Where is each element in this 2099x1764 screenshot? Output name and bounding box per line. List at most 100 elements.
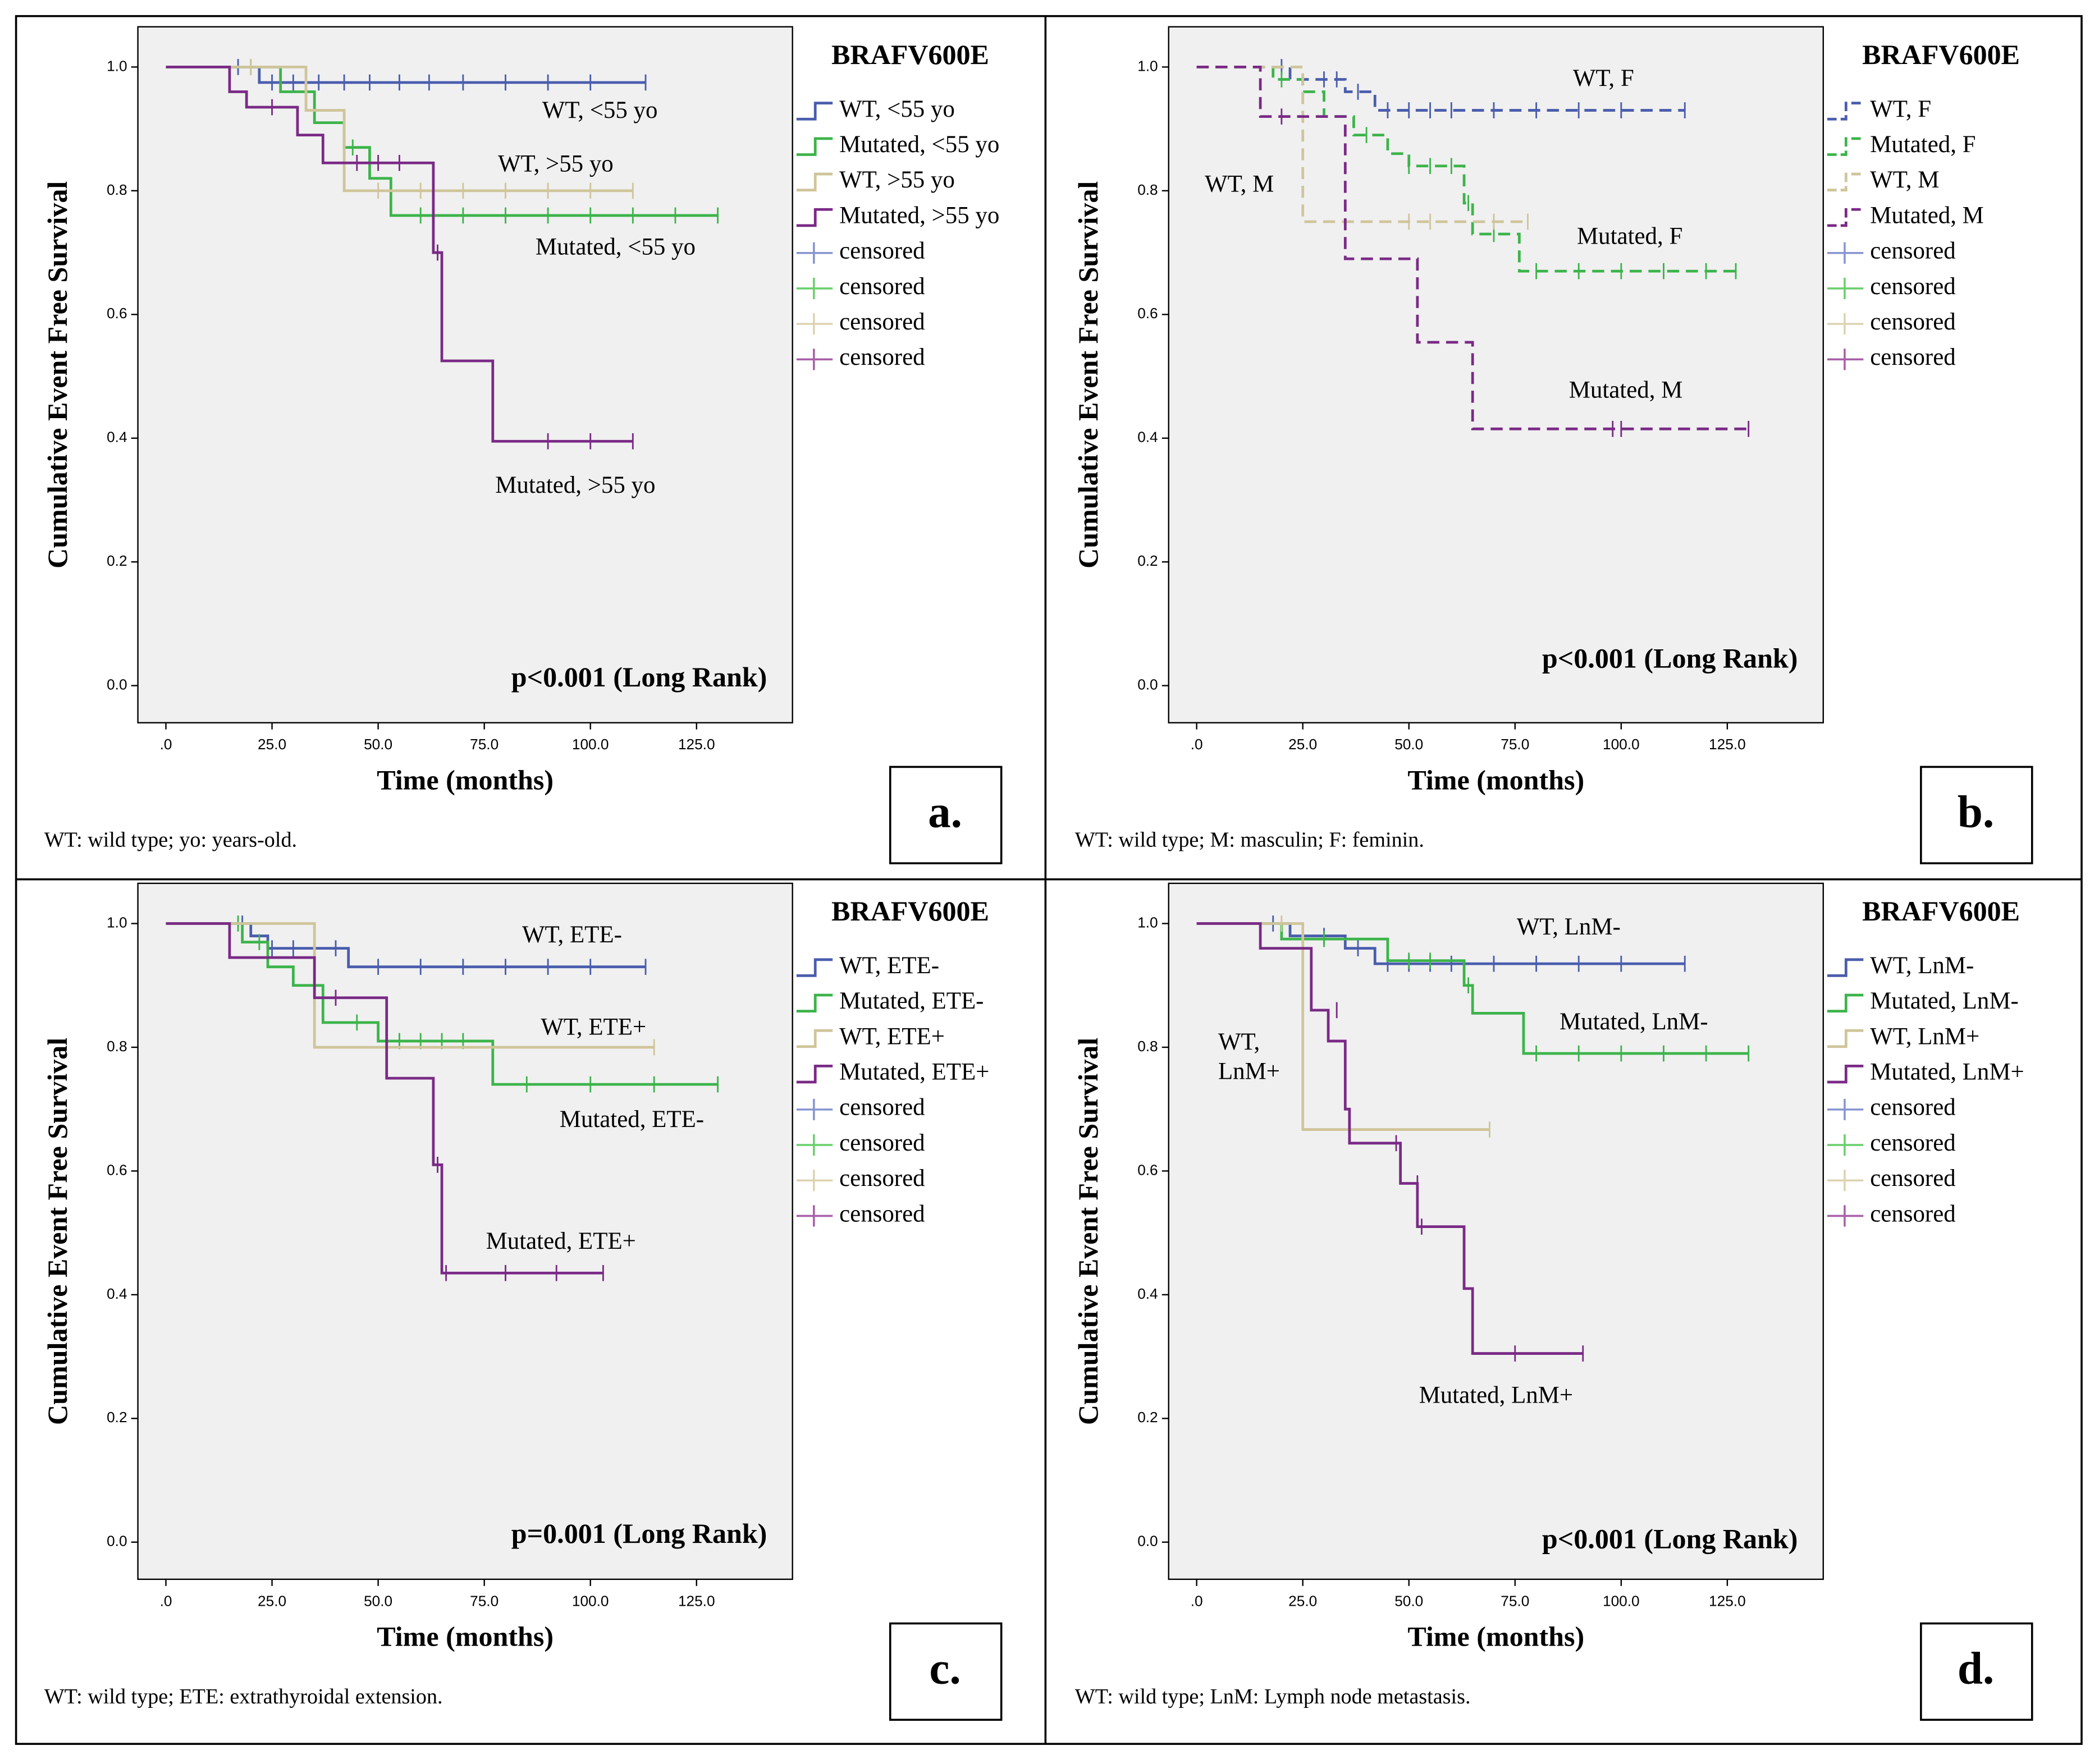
panel-label-box (889, 1622, 1003, 1721)
panel-label-box (1920, 766, 2033, 864)
legend-swatch (796, 958, 833, 977)
legend-swatch (1827, 102, 1864, 121)
plot-area (1168, 882, 1824, 1580)
chart-title: BRAFV600E (1862, 39, 2020, 70)
legend-swatch (1827, 993, 1864, 1012)
legend-label: censored (839, 238, 925, 264)
survival-line (1196, 66, 1685, 112)
legend-swatch (796, 993, 833, 1012)
legend-label: WT, M (1870, 167, 1939, 193)
legend-swatch (796, 102, 833, 121)
plot-area (1168, 26, 1824, 723)
x-axis-label: Time (months) (1407, 764, 1584, 796)
legend-swatch (796, 172, 833, 192)
legend-label: censored (1870, 309, 1955, 335)
legend-label: censored (1870, 238, 1955, 264)
legend-label: censored (839, 273, 925, 300)
y-tick-label: 1.0 (107, 57, 127, 74)
y-axis-label: Cumulative Event Free Survival (1072, 181, 1104, 569)
line-label: WT, ETE+ (541, 1014, 646, 1041)
footnote: WT: wild type; ETE: extrathyroidal exten… (44, 1685, 443, 1708)
line-label: Mutated, LnM- (1560, 1009, 1708, 1035)
x-tick-label: 25.0 (1288, 1592, 1317, 1609)
survival-line (166, 922, 718, 1086)
panel-label: b. (1958, 786, 1994, 837)
x-tick-label: 125.0 (678, 736, 715, 753)
panel-label: a. (928, 786, 962, 837)
legend-label: Mutated, LnM- (1870, 988, 2019, 1014)
legend-swatch (796, 1029, 833, 1048)
y-tick-label: 0.4 (1137, 1285, 1158, 1302)
survival-line (1196, 66, 1749, 430)
chart-panel: .0 25.0 50.0 75.0 100.0 125.0 0.0 0.2 0.4 0.6 0.8 1… (1072, 882, 2033, 1721)
legend-label: WT, <55 yo (839, 96, 955, 122)
x-tick-label: 100.0 (572, 1592, 609, 1609)
y-tick-label: 0.8 (1137, 181, 1158, 198)
legend-label: Mutated, LnM+ (1870, 1059, 2024, 1085)
line-label: LnM+ (1218, 1058, 1280, 1084)
legend-label: Mutated, <55 yo (839, 131, 999, 158)
plot-area (137, 26, 793, 723)
legend-label: censored (839, 1165, 925, 1192)
panel-label: d. (1958, 1643, 1994, 1693)
x-tick-label: 50.0 (1394, 1592, 1423, 1609)
survival-line (166, 66, 633, 193)
x-axis-label: Time (months) (377, 1621, 554, 1652)
y-tick-label: 0.6 (1137, 1161, 1158, 1178)
legend-swatch (1827, 958, 1864, 977)
legend-label: censored (1870, 1201, 1955, 1227)
y-tick-label: 0.4 (107, 429, 127, 446)
x-axis-label: Time (months) (1407, 1621, 1584, 1652)
x-tick-label: 125.0 (1709, 736, 1746, 753)
survival-line (166, 66, 633, 443)
survival-line (166, 922, 603, 1275)
legend-swatch (796, 208, 833, 227)
chart-title: BRAFV600E (1862, 895, 2020, 927)
y-tick-label: 0.2 (107, 1409, 127, 1426)
x-tick-label: .0 (160, 736, 172, 753)
y-axis-label: Cumulative Event Free Survival (42, 1038, 73, 1425)
y-tick-label: 0.6 (1137, 305, 1158, 322)
survival-line (1196, 922, 1583, 1355)
legend-label: WT, LnM- (1870, 952, 1974, 979)
x-tick-label: 100.0 (572, 736, 609, 753)
x-tick-label: 25.0 (258, 736, 286, 753)
y-tick-label: 1.0 (107, 914, 127, 931)
x-tick-label: 50.0 (364, 1592, 392, 1609)
x-tick-label: 100.0 (1603, 736, 1640, 753)
legend-swatch (796, 1064, 833, 1084)
x-tick-label: 75.0 (1501, 1592, 1529, 1609)
x-tick-label: 25.0 (1288, 736, 1317, 753)
x-tick-label: 100.0 (1603, 1592, 1640, 1609)
legend-label: WT, ETE- (839, 952, 939, 979)
line-label: Mutated, LnM+ (1419, 1382, 1573, 1408)
x-tick-label: .0 (1191, 736, 1203, 753)
line-label: WT, <55 yo (542, 97, 658, 123)
x-tick-label: 125.0 (1709, 1592, 1746, 1609)
x-tick-label: .0 (160, 1592, 172, 1609)
plot-area (137, 882, 793, 1580)
line-label: Mutated, M (1569, 377, 1683, 404)
line-label: Mutated, ETE+ (486, 1228, 636, 1254)
y-tick-label: 0.4 (107, 1285, 127, 1302)
line-label: WT, >55 yo (498, 151, 614, 177)
line-label: WT, LnM- (1517, 914, 1621, 940)
x-tick-label: 75.0 (470, 1592, 499, 1609)
panel-label: c. (929, 1643, 961, 1693)
y-tick-label: 0.4 (1137, 429, 1158, 446)
y-tick-label: 0.0 (107, 1533, 127, 1550)
chart-panel: .0 25.0 50.0 75.0 100.0 125.0 0.0 0.2 0.4 0.6 0.8 1… (42, 26, 1003, 864)
x-tick-label: 50.0 (364, 736, 392, 753)
line-label: WT, F (1573, 65, 1634, 91)
footnote: WT: wild type; yo: years-old. (44, 828, 297, 852)
legend-label: censored (1870, 1094, 1955, 1121)
y-tick-label: 0.0 (1137, 676, 1158, 693)
chart-title: BRAFV600E (831, 895, 989, 927)
legend-label: censored (1870, 1165, 1955, 1192)
legend-label: censored (839, 1094, 925, 1121)
legend-label: Mutated, ETE- (839, 988, 984, 1014)
x-tick-label: 75.0 (470, 736, 499, 753)
line-label: WT, (1218, 1029, 1260, 1055)
y-tick-label: 0.2 (107, 552, 127, 569)
y-tick-label: 0.0 (107, 676, 127, 693)
